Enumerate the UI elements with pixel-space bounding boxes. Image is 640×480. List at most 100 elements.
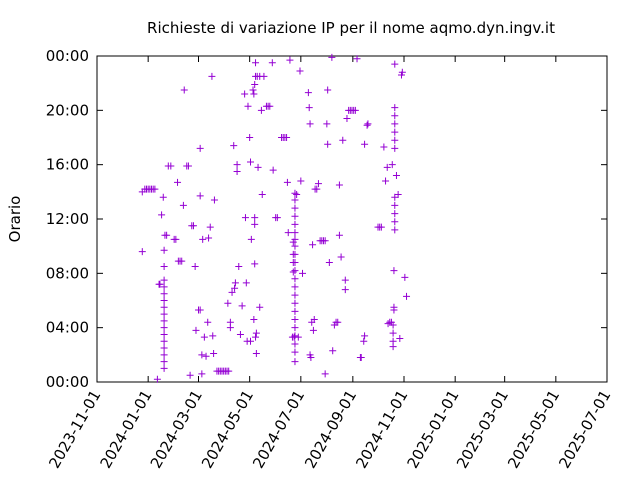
data-point bbox=[361, 140, 369, 148]
x-tick-label: 2024-03-01 bbox=[147, 387, 206, 472]
data-point bbox=[247, 158, 255, 166]
data-point bbox=[334, 318, 342, 326]
data-point bbox=[160, 351, 168, 359]
data-point bbox=[226, 318, 234, 326]
x-tick-label: 2024-09-01 bbox=[301, 387, 360, 472]
data-point bbox=[328, 53, 336, 61]
data-point bbox=[291, 189, 299, 197]
data-point bbox=[309, 326, 317, 334]
data-point bbox=[323, 120, 331, 128]
data-point bbox=[392, 172, 400, 180]
data-point bbox=[363, 121, 371, 129]
data-point bbox=[160, 276, 168, 284]
data-point bbox=[208, 72, 216, 80]
data-point bbox=[291, 332, 299, 340]
chart-title: Richieste di variazione IP per il nome a… bbox=[147, 19, 555, 37]
data-point bbox=[284, 229, 292, 237]
data-point bbox=[364, 120, 372, 128]
data-point bbox=[324, 140, 332, 148]
x-tick-label: 2024-11-01 bbox=[352, 387, 411, 472]
data-point bbox=[309, 241, 317, 249]
data-point bbox=[388, 161, 396, 169]
data-point bbox=[198, 351, 206, 359]
data-point bbox=[251, 260, 259, 268]
data-point bbox=[233, 167, 241, 175]
data-point bbox=[306, 120, 314, 128]
data-point bbox=[210, 349, 218, 357]
x-tick-label: 2025-03-01 bbox=[453, 387, 512, 472]
data-point bbox=[291, 204, 299, 212]
data-point bbox=[199, 235, 207, 243]
data-point bbox=[160, 317, 168, 325]
data-point bbox=[172, 235, 180, 243]
data-point bbox=[293, 191, 301, 199]
data-point bbox=[389, 337, 397, 345]
data-point bbox=[291, 348, 299, 356]
data-point bbox=[191, 263, 199, 271]
plot-area-frame bbox=[96, 55, 608, 383]
x-tick-label: 2025-05-01 bbox=[504, 387, 563, 472]
data-point bbox=[160, 358, 168, 366]
x-axis-ticks: 2023-11-012024-01-012024-03-012024-05-01… bbox=[45, 56, 614, 472]
data-point bbox=[236, 330, 244, 338]
data-point bbox=[179, 201, 187, 209]
data-point bbox=[269, 166, 277, 174]
data-point bbox=[160, 297, 168, 304]
data-point bbox=[205, 234, 213, 242]
data-point bbox=[283, 134, 291, 141]
data-point bbox=[160, 324, 168, 332]
data-point bbox=[156, 280, 164, 288]
data-point bbox=[289, 238, 297, 246]
y-tick-label: 16:00 bbox=[46, 156, 89, 174]
data-point bbox=[251, 214, 259, 222]
data-point bbox=[396, 335, 404, 343]
data-point bbox=[389, 321, 397, 329]
data-point bbox=[297, 177, 305, 185]
data-point bbox=[401, 273, 409, 281]
x-tick-label: 2025-07-01 bbox=[555, 387, 614, 472]
data-point bbox=[273, 214, 281, 222]
data-point bbox=[184, 162, 192, 170]
data-point bbox=[329, 347, 337, 355]
data-point bbox=[353, 55, 361, 63]
data-point bbox=[389, 329, 397, 337]
data-point bbox=[250, 316, 258, 324]
data-point bbox=[233, 161, 241, 169]
data-point bbox=[192, 326, 200, 334]
data-point bbox=[249, 86, 257, 94]
y-tick-label: 00:00 bbox=[46, 373, 89, 391]
y-tick-label: 12:00 bbox=[46, 210, 89, 228]
data-point bbox=[382, 177, 390, 185]
data-point bbox=[196, 306, 204, 314]
data-point bbox=[231, 284, 239, 292]
data-point bbox=[398, 68, 406, 76]
data-point bbox=[160, 246, 168, 254]
data-point bbox=[289, 258, 297, 266]
data-point bbox=[380, 143, 388, 151]
data-point bbox=[390, 267, 398, 275]
data-point bbox=[296, 67, 304, 75]
data-point bbox=[291, 220, 299, 228]
data-point bbox=[159, 193, 167, 201]
data-point bbox=[291, 212, 299, 220]
data-point bbox=[158, 211, 166, 219]
data-point bbox=[394, 191, 402, 199]
data-point bbox=[403, 292, 411, 300]
data-point bbox=[291, 340, 299, 348]
data-point bbox=[291, 229, 299, 237]
data-point bbox=[286, 56, 294, 64]
data-point bbox=[291, 275, 299, 283]
data-point bbox=[391, 218, 399, 226]
x-tick-label: 2023-11-01 bbox=[45, 387, 104, 472]
data-point bbox=[224, 299, 232, 307]
data-point bbox=[391, 104, 399, 112]
data-point bbox=[291, 291, 299, 299]
data-point bbox=[202, 352, 210, 360]
data-point bbox=[357, 354, 365, 362]
data-point bbox=[242, 279, 250, 287]
data-point bbox=[160, 310, 168, 318]
data-point bbox=[266, 102, 274, 110]
data-point bbox=[291, 358, 299, 366]
data-point bbox=[174, 178, 182, 186]
data-point bbox=[313, 185, 321, 193]
